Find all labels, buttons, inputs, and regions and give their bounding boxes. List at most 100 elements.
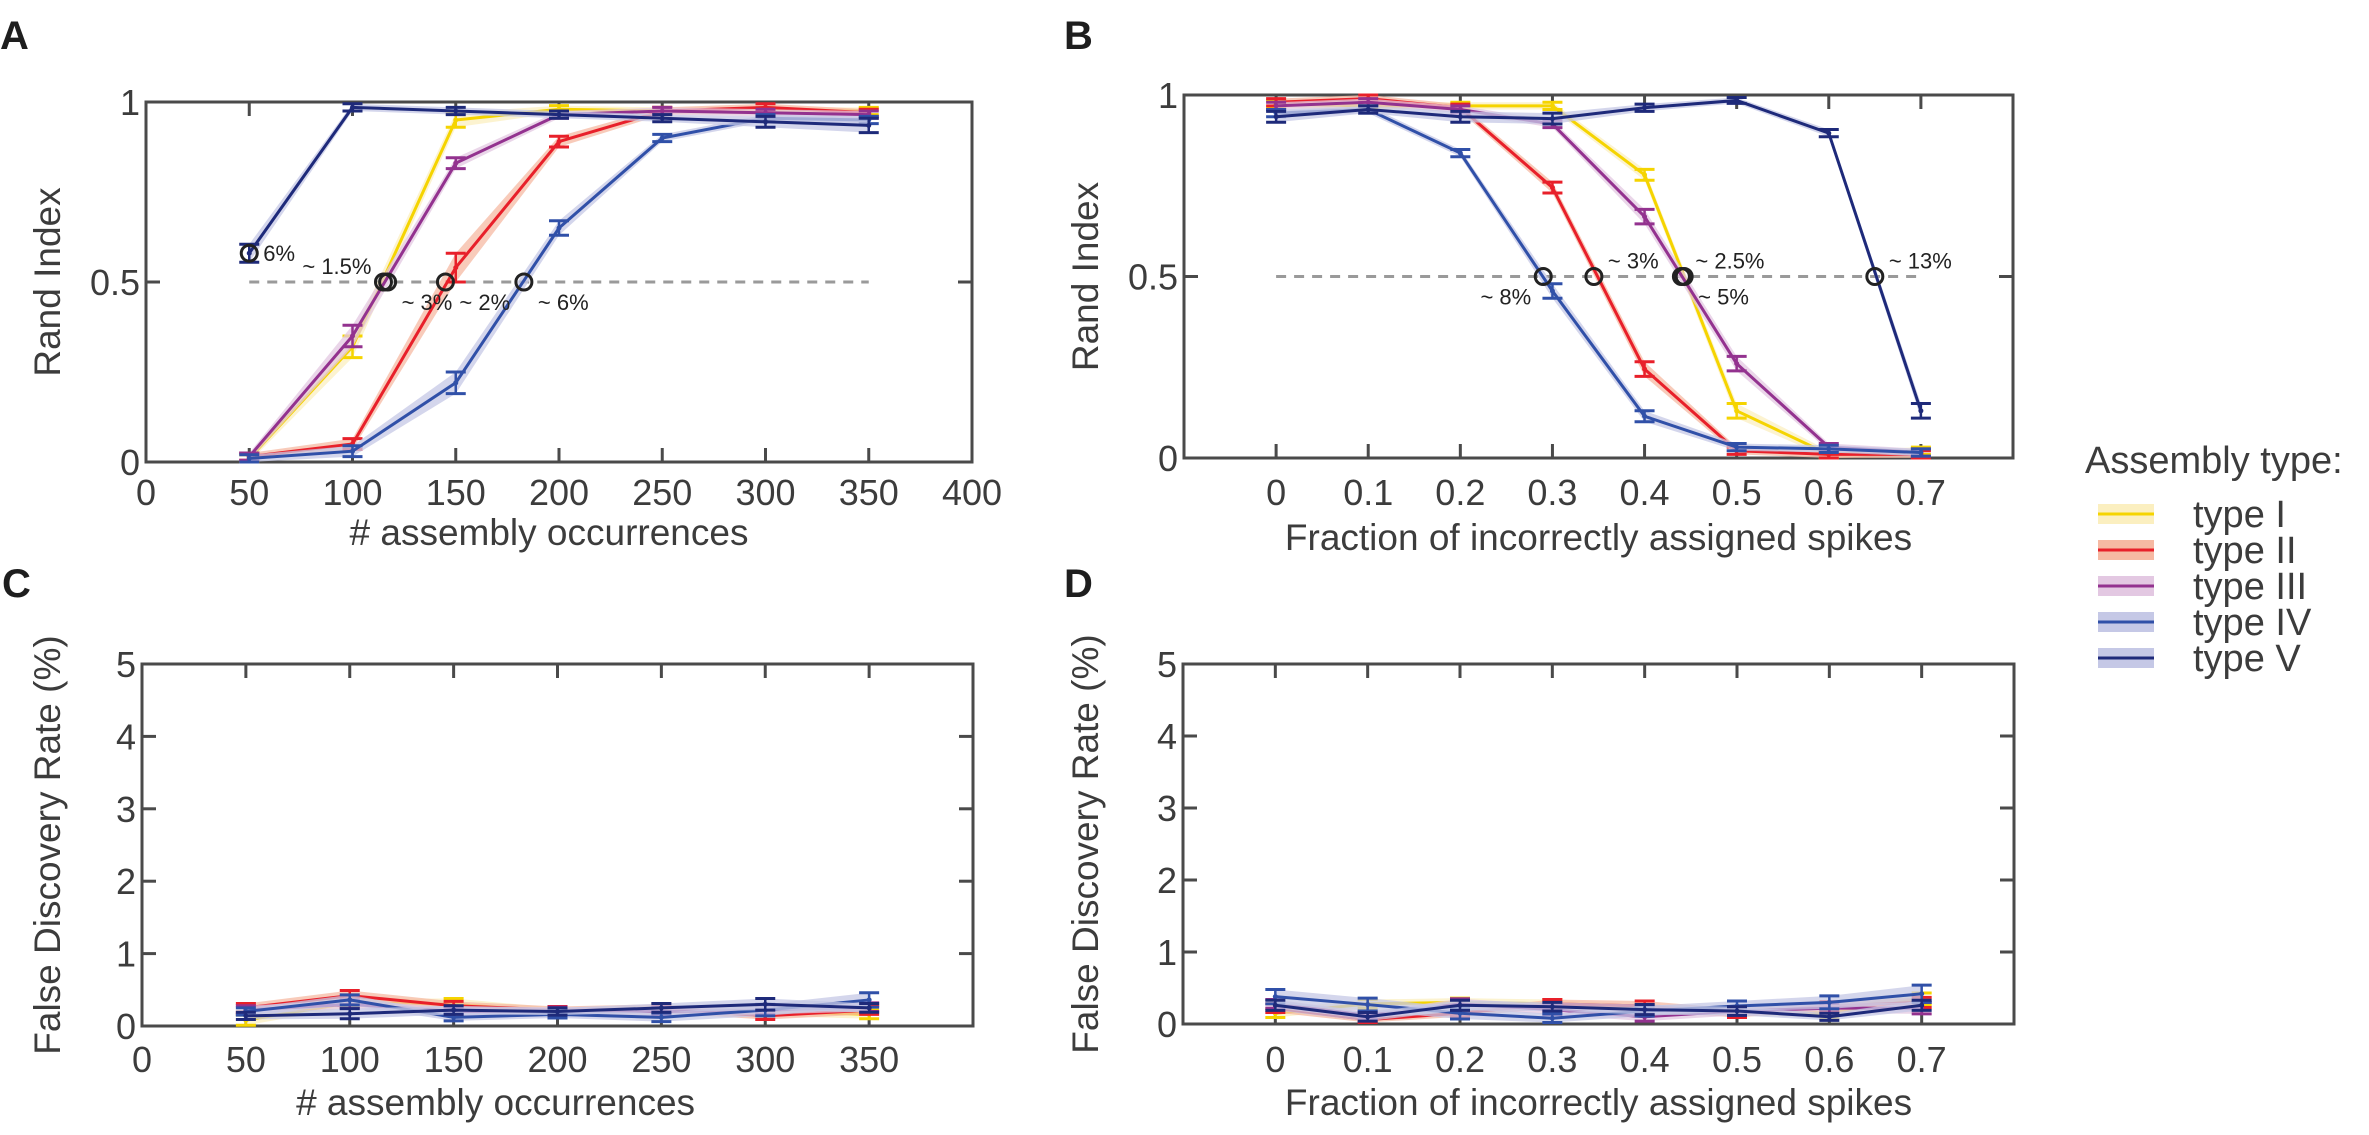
- crossing-label: ~ 1.5%: [302, 254, 371, 279]
- data-point: [1265, 998, 1286, 1012]
- data-point: [1818, 127, 1839, 139]
- crossing-annotation: 6%: [239, 241, 295, 266]
- data-point: [1634, 207, 1655, 226]
- crossing-label: ~ 6%: [538, 290, 589, 315]
- series-line: [1276, 108, 1921, 455]
- panel-letter-d: D: [1064, 562, 1093, 606]
- y-tick-label: 0.5: [1128, 257, 1178, 298]
- y-tick-label: 1: [120, 82, 140, 123]
- crossing-annotation: ~ 3%: [378, 272, 453, 315]
- data-point: [859, 1002, 880, 1014]
- crossing-annotation: ~ 8%: [1480, 267, 1553, 310]
- error-band: [249, 107, 869, 461]
- legend-title: Assembly type:: [2085, 440, 2343, 482]
- x-tick-label: 0.1: [1343, 472, 1393, 513]
- crossing-marker: [1533, 267, 1553, 286]
- data-point: [1819, 1011, 1840, 1022]
- x-tick-label: 300: [735, 1039, 795, 1080]
- crossing-annotation: ~ 2%: [435, 272, 510, 315]
- data-point: [1542, 100, 1563, 112]
- data-point: [1726, 354, 1747, 373]
- y-tick-label: 1: [1158, 75, 1178, 116]
- legend-entry: type III: [2098, 566, 2307, 608]
- x-tick-label: 0.6: [1804, 1039, 1854, 1080]
- data-point: [1727, 1005, 1747, 1017]
- error-band: [1275, 1000, 1922, 1022]
- y-tick-label: 4: [1157, 716, 1177, 757]
- series-line: [1275, 992, 1922, 1020]
- crossing-marker: [239, 243, 259, 263]
- y-tick-label: 4: [116, 716, 136, 757]
- data-point: [342, 102, 363, 113]
- data-point: [755, 996, 776, 1012]
- x-tick-label: 50: [229, 472, 269, 513]
- series-line: [249, 116, 869, 460]
- crossing-label: ~ 3%: [402, 290, 453, 315]
- legend-label: type V: [2193, 638, 2301, 680]
- data-point: [755, 114, 776, 129]
- data-point: [342, 323, 363, 349]
- crossing-label: ~ 13%: [1889, 249, 1952, 274]
- crossing-annotation: ~ 3%: [1584, 249, 1659, 286]
- x-tick-label: 0: [132, 1039, 152, 1080]
- x-tick-label: 0.7: [1897, 1039, 1947, 1080]
- axes-frame: [140, 662, 975, 1028]
- data-point: [651, 1002, 672, 1014]
- data-point: [858, 116, 879, 135]
- data-point: [1542, 111, 1563, 126]
- panel-b-rand-index-vs-fraction: 0 0.1 0.2 0.3 0.4 0.5 0.6 0.7 0 0.5 1 Fraction of i…: [1065, 75, 2015, 558]
- x-tick-label: 0: [1266, 472, 1286, 513]
- error-band: [1276, 97, 1921, 419]
- y-tick-label: 0: [116, 1006, 136, 1047]
- data-point: [1450, 109, 1471, 124]
- data-point: [1542, 180, 1563, 195]
- x-tick-label: 400: [942, 472, 1002, 513]
- y-tick-label: 2: [1157, 860, 1177, 901]
- x-tick-label: 150: [424, 1039, 484, 1080]
- data-point: [342, 444, 363, 459]
- y-tick-label: 0: [120, 442, 140, 483]
- data-point: [1726, 402, 1747, 420]
- series-line: [248, 107, 869, 460]
- data-point: [549, 134, 569, 149]
- x-tick-label: 0.5: [1712, 1039, 1762, 1080]
- x-tick-label: 0.7: [1896, 472, 1946, 513]
- legend-label: type IV: [2193, 602, 2312, 644]
- data-point: [445, 105, 466, 117]
- series-type-v: [1265, 998, 1932, 1023]
- data-point: [1634, 1003, 1655, 1017]
- series-type-v: [1266, 96, 1931, 420]
- panel-a-rand-index-vs-occurrences: 0 50 100 150 200 250 300 350 400 0 0.5 1 # assembly …: [27, 82, 1002, 553]
- data-point: [652, 113, 673, 124]
- y-tick-label: 0: [1158, 438, 1178, 479]
- y-tick-label: 3: [116, 789, 136, 830]
- series-line: [248, 109, 869, 458]
- series-line: [1275, 1003, 1922, 1019]
- panel-letter-c: C: [2, 562, 31, 606]
- legend-label: type II: [2193, 530, 2297, 572]
- series-line: [1276, 100, 1921, 455]
- panel-d-fdr-vs-fraction: 0 0.1 0.2 0.3 0.4 0.5 0.6 0.7 0 1 2 3 4 5 Fraction of …: [1065, 634, 2016, 1123]
- data-point: [1726, 441, 1747, 453]
- data-point: [1911, 998, 1932, 1012]
- x-tick-label: 0.6: [1804, 472, 1854, 513]
- x-tick-label: 0: [136, 472, 156, 513]
- x-tick-label: 0.4: [1620, 1039, 1670, 1080]
- panel-letter-b: B: [1064, 14, 1093, 58]
- x-axis-label: # assembly occurrences: [296, 1082, 695, 1123]
- x-tick-label: 0.5: [1712, 472, 1762, 513]
- x-tick-label: 0.3: [1527, 1039, 1577, 1080]
- y-tick-label: 5: [1157, 644, 1177, 685]
- data-point: [1910, 402, 1931, 420]
- data-point: [445, 251, 466, 284]
- series-line: [1275, 98, 1923, 412]
- legend-entry: type V: [2098, 638, 2301, 680]
- panel-letter-a: A: [0, 14, 29, 58]
- x-axis-label: # assembly occurrences: [350, 512, 749, 553]
- crossing-marker: [1584, 267, 1604, 286]
- data-point: [549, 109, 569, 120]
- data-point: [1357, 1010, 1378, 1023]
- x-tick-label: 350: [839, 472, 899, 513]
- x-axis-label: Fraction of incorrectly assigned spikes: [1285, 517, 1912, 558]
